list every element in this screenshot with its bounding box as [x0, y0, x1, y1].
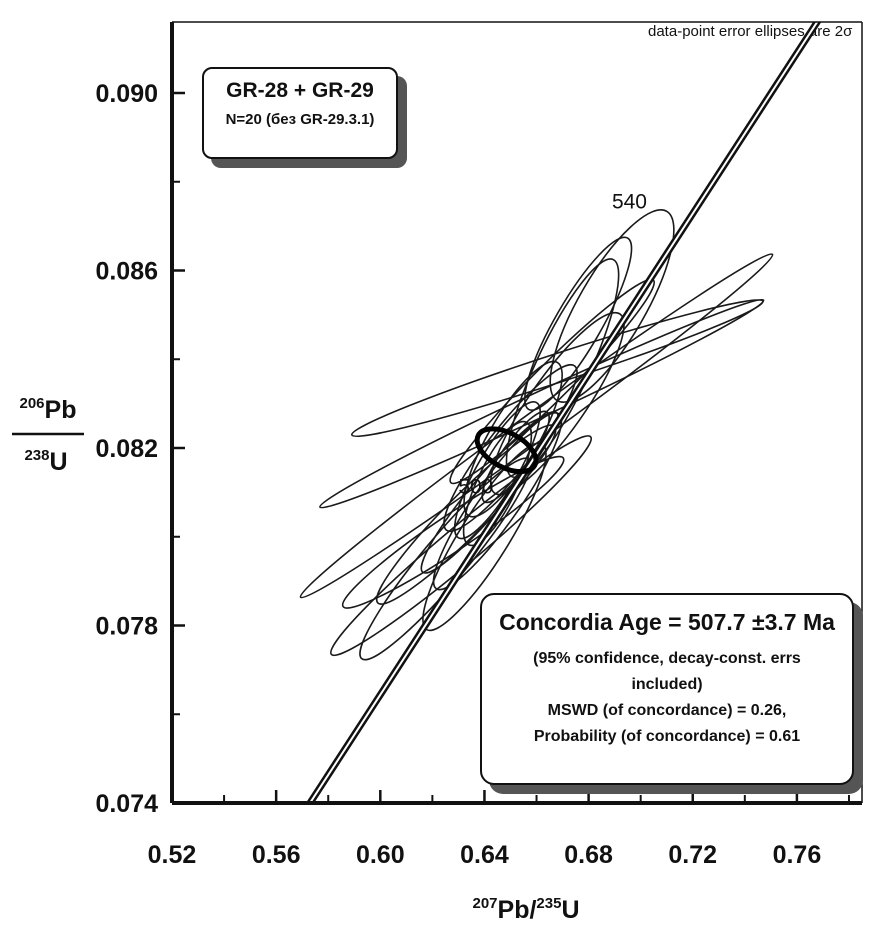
- y-tick-label: 0.078: [95, 613, 158, 641]
- error-ellipse: [524, 236, 633, 412]
- sample-subtitle: N=20 (без GR-29.3.1): [225, 111, 375, 128]
- x-tick-label: 0.56: [252, 841, 301, 869]
- y-tick-label: 0.086: [95, 258, 158, 286]
- sample-title: GR-28 + GR-29: [226, 79, 374, 102]
- concordia-line-inner: [308, 22, 819, 803]
- y-tick-label: 0.074: [95, 790, 158, 818]
- concordia-age-labels: 500 540: [458, 190, 647, 498]
- x-tick-label: 0.76: [773, 841, 822, 869]
- x-tick-label: 0.72: [668, 841, 717, 869]
- y-tick-label: 0.090: [95, 80, 158, 108]
- x-tick-label: 0.68: [564, 841, 613, 869]
- sample-info-box: GR-28 + GR-29 N=20 (без GR-29.3.1): [202, 67, 398, 159]
- mswd-text: MSWD (of concordance) = 0.26,: [547, 702, 787, 719]
- x-tick-label: 0.52: [148, 841, 197, 869]
- x-tick-label: 0.64: [460, 841, 509, 869]
- concordia-age-title: Concordia Age = 507.7 ±3.7 Ma: [499, 609, 835, 635]
- svg-text:206Pb: 206Pb: [20, 395, 77, 424]
- concordia-age-label: 500: [458, 476, 493, 499]
- x-axis-title: 207Pb/235U: [472, 895, 579, 924]
- x-tick-label: 0.60: [356, 841, 405, 869]
- y-axis-ticks: 0.074 0.078 0.082 0.086 0.090: [95, 80, 185, 818]
- confidence-note: (95% confidence, decay-const. errs inclu…: [533, 650, 801, 693]
- concordia-age-label: 540: [612, 190, 647, 213]
- error-ellipse: [341, 455, 565, 609]
- x-axis-ticks: 0.52 0.56 0.60 0.64 0.68 0.72 0.76: [148, 790, 850, 869]
- concordia-result-box: Concordia Age = 507.7 ±3.7 Ma (95% confi…: [480, 593, 854, 785]
- probability-text: Probability (of concordance) = 0.61: [533, 728, 801, 745]
- concordia-age-ellipse: [474, 426, 539, 475]
- error-ellipse: [299, 253, 774, 599]
- y-tick-label: 0.082: [95, 435, 158, 463]
- y-axis-title: 206Pb 238U: [12, 395, 84, 476]
- svg-text:238U: 238U: [24, 447, 67, 476]
- plot-frame: [170, 21, 863, 805]
- error-ellipse-note: data-point error ellipses are 2σ: [648, 23, 853, 40]
- concordia-curve: [305, 22, 822, 803]
